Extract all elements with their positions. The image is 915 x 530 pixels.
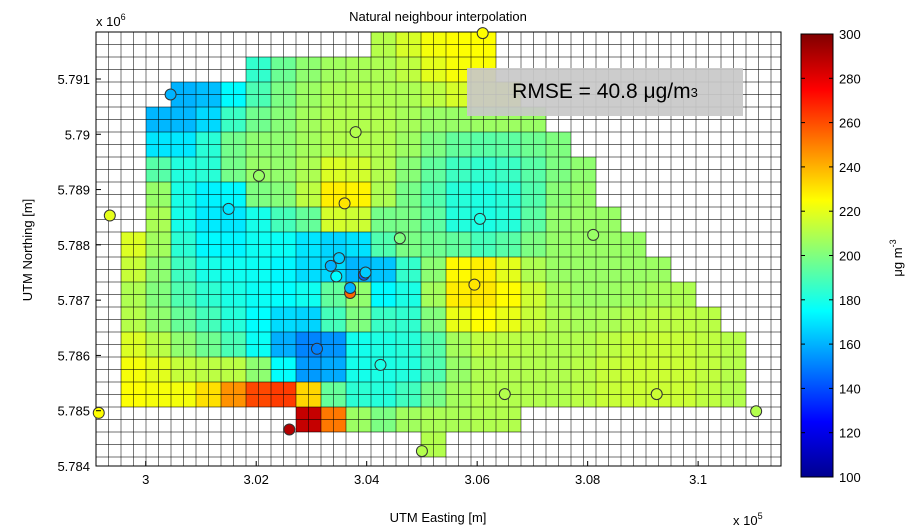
y-tick-label: 5.787 [57,293,90,308]
y-tick-label: 5.79 [65,127,90,142]
station-markers [92,27,763,458]
station-marker [344,281,357,294]
x-tick-label: 3.04 [354,472,379,487]
station-marker [252,169,265,182]
station-marker [310,342,323,355]
y-tick-label: 5.789 [57,183,90,198]
colorbar-label: μg m-3 [888,239,905,276]
y-axis-multiplier: x 106 [96,12,126,29]
rmse-text: RMSE = 40.8 μg/m [512,80,691,103]
colorbar-tick-label: 100 [839,470,861,485]
rmse-annotation: RMSE = 40.8 μg/m 3 [467,68,743,116]
station-marker [393,232,406,245]
chart-title: Natural neighbour interpolation [349,9,527,24]
station-marker [164,88,177,101]
station-marker [338,197,351,210]
colorbar-tick-label: 240 [839,160,861,175]
x-tick-label: 3.08 [575,472,600,487]
station-marker [587,228,600,241]
station-marker [415,445,428,458]
station-marker [498,388,511,401]
station-marker [750,405,763,418]
station-marker [349,126,362,139]
station-marker [222,202,235,215]
colorbar [800,33,834,478]
station-marker [333,252,346,265]
station-marker [103,209,116,222]
colorbar-tick-label: 220 [839,204,861,219]
plot-frame [95,31,782,467]
colorbar-tick-label: 160 [839,337,861,352]
colorbar-ticks: 100 120 140 160 180 200 220 240 260 280 300 [801,27,861,485]
rmse-unit-exponent: 3 [690,84,698,100]
station-marker [650,388,663,401]
x-axis-multiplier: x 105 [733,511,763,528]
x-tick-label: 3.06 [465,472,490,487]
y-tick-label: 5.786 [57,348,90,363]
colorbar-tick-label: 200 [839,249,861,264]
colorbar-tick-label: 280 [839,71,861,86]
colorbar-tick-label: 140 [839,381,861,396]
y-tick-label: 5.788 [57,238,90,253]
y-axis-label: UTM Northing [m] [20,199,35,302]
station-marker [476,27,489,40]
x-tick-label: 3.02 [244,472,269,487]
station-marker [473,212,486,225]
x-axis-label: UTM Easting [m] [390,510,487,525]
colorbar-tick-label: 120 [839,426,861,441]
y-axis-ticks: 5.784 5.785 5.786 5.787 5.788 5.789 5.79 5.791 [57,72,101,474]
colorbar-tick-label: 300 [839,27,861,42]
station-marker [374,358,387,371]
station-marker [283,423,296,436]
station-marker [359,266,372,279]
x-axis-ticks: 3 3.02 3.04 3.06 3.08 3.1 [142,461,707,487]
y-tick-label: 5.784 [57,459,90,474]
colorbar-tick-label: 260 [839,116,861,131]
y-tick-label: 5.791 [57,72,90,87]
station-marker [92,406,105,419]
colorbar-tick-label: 180 [839,293,861,308]
station-marker [468,278,481,291]
x-tick-label: 3.1 [689,472,707,487]
y-tick-label: 5.785 [57,404,90,419]
station-marker [324,259,337,272]
station-marker [330,270,343,283]
x-tick-label: 3 [142,472,149,487]
